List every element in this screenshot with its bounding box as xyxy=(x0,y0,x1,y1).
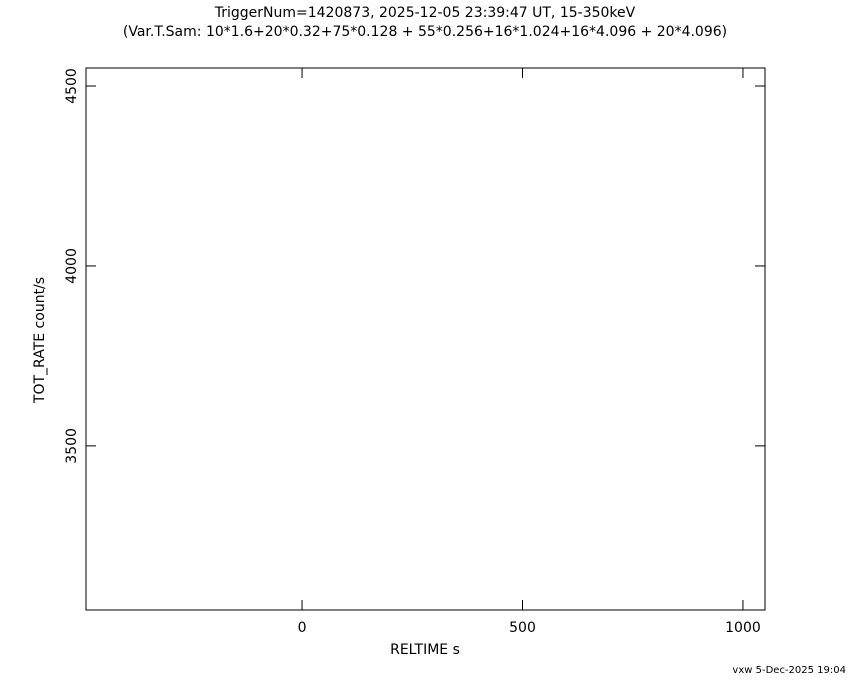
y-tick-label: 4500 xyxy=(64,68,80,104)
x-axis-label: RELTIME s xyxy=(390,642,460,658)
chart-subtitle: (Var.T.Sam: 10*1.6+20*0.32+75*0.128 + 55… xyxy=(123,24,727,40)
footer: vxw 5-Dec-2025 19:04 xyxy=(732,665,846,676)
x-tick-label: 0 xyxy=(298,620,307,636)
y-axis-label: TOT_RATE count/s xyxy=(32,277,48,404)
chart-title: TriggerNum=1420873, 2025-12-05 23:39:47 … xyxy=(214,5,636,21)
x-tick-label: 500 xyxy=(509,620,536,636)
y-tick-label: 4000 xyxy=(64,248,80,284)
plot-frame xyxy=(85,67,766,611)
y-tick-label: 3500 xyxy=(64,428,80,464)
x-tick-label: 1000 xyxy=(725,620,761,636)
